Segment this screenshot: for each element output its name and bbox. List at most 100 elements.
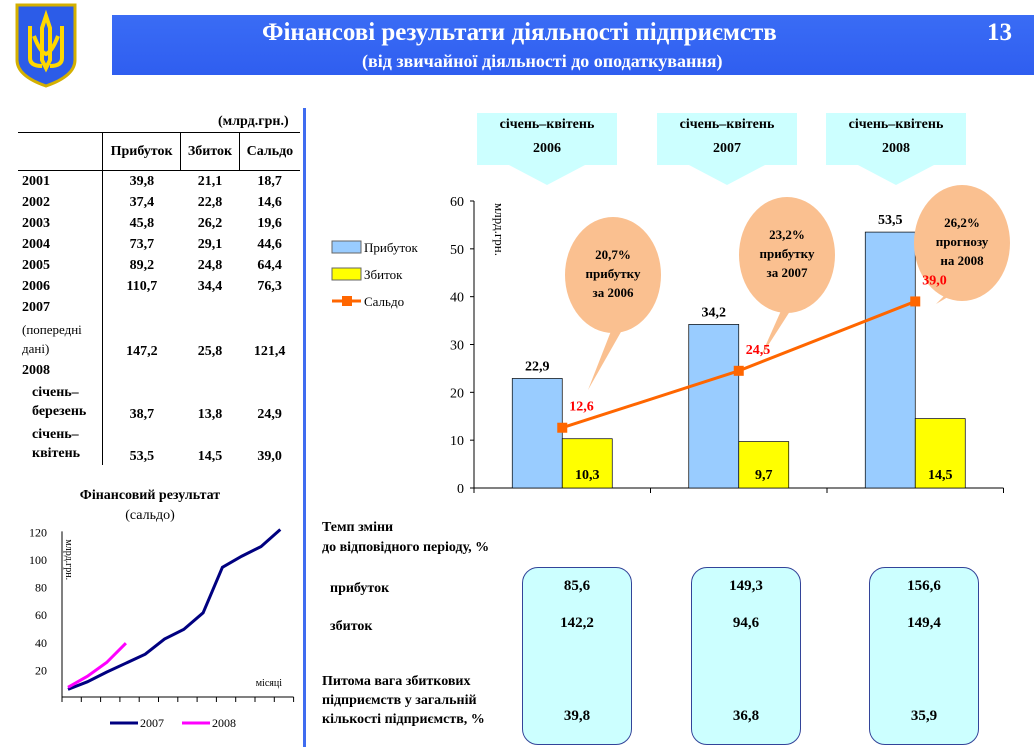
profit-bar-label: 53,5 — [878, 213, 903, 228]
y-tick-label: 50 — [450, 243, 464, 258]
rates-title: Темп зміни до відповідного періоду, % — [322, 518, 489, 558]
y-tick-label: 120 — [29, 525, 47, 539]
table-row: 2007 — [18, 297, 300, 318]
loss-bar — [738, 441, 790, 489]
period-label: січень–квітень — [679, 117, 775, 132]
rates-title-line1: Темп зміни — [322, 520, 394, 535]
rates-box-0: 85,6 142,2 39,8 — [522, 567, 632, 745]
callout-text: за 2006 — [593, 285, 634, 300]
vertical-divider — [303, 108, 306, 747]
callout-text: за 2007 — [767, 265, 808, 280]
loss-share: 36,8 — [732, 708, 760, 724]
main-bar-chart: 0 10 20 30 40 50 60 млрд.грн. 22,9 10,3 34,2 9,7 53,… — [331, 185, 1010, 497]
cell: 44,6 — [257, 236, 282, 252]
profit-rate: 149,3 — [729, 578, 763, 594]
financial-table: Прибуток Збиток Сальдо 2001 39,8 21,1 18,7 2… — [18, 132, 300, 465]
col-header: Прибуток — [102, 132, 182, 171]
cell: 29,1 — [197, 236, 223, 252]
cell: 121,4 — [253, 344, 286, 359]
line-2008 — [67, 642, 127, 689]
loss-bar — [561, 438, 613, 489]
header-banner: Фінансові результати діяльності підприєм… — [112, 15, 1034, 75]
y-tick-label: 40 — [450, 291, 464, 306]
loss-share: 35,9 — [910, 708, 938, 724]
down-arrow-icon — [509, 165, 585, 185]
legend-label: Прибуток — [364, 240, 418, 255]
y-tick-label: 0 — [457, 482, 464, 497]
small-chart-subtitle: (сальдо) — [125, 508, 175, 523]
saldo-marker — [557, 422, 568, 433]
period-year: 2008 — [882, 141, 910, 156]
row-label: січень– березень — [18, 381, 103, 423]
period-label: січень–квітень — [499, 117, 595, 132]
cell: 38,7 — [129, 407, 155, 422]
callout-text: на 2008 — [940, 253, 984, 268]
table-row: 2004 73,7 29,1 44,6 — [18, 234, 300, 255]
period-label: січень–квітень — [848, 117, 944, 132]
profit-bar — [688, 324, 740, 489]
rates-title-line2: до відповідного періоду, % — [322, 540, 490, 555]
y-axis-label: млрд.грн. — [63, 539, 74, 580]
row-label: (попередні дані) — [18, 318, 103, 360]
col-header: Сальдо — [246, 143, 294, 159]
legend-label: 2008 — [212, 716, 236, 730]
y-tick-label: 40 — [35, 636, 47, 650]
table-row: 2006 110,7 34,4 76,3 — [18, 276, 300, 297]
cell: 147,2 — [126, 344, 158, 359]
cell: 24,8 — [197, 257, 223, 273]
loss-rate: 142,2 — [560, 615, 594, 631]
profit-bar-label: 34,2 — [702, 305, 727, 320]
page-number: 13 — [987, 19, 1012, 46]
rates-box-2: 156,6 149,4 35,9 — [869, 567, 979, 745]
cell: 18,7 — [257, 173, 282, 189]
callout-bubble — [914, 185, 1010, 301]
profit-label: прибуток — [330, 581, 390, 596]
cell: 45,8 — [129, 215, 155, 231]
cell: 22,8 — [197, 194, 223, 210]
period-year: 2006 — [533, 141, 561, 156]
row-year: 2005 — [18, 255, 103, 276]
row-year: 2004 — [18, 234, 103, 255]
table-row: 2002 37,4 22,8 14,6 — [18, 192, 300, 213]
loss-rate: 149,4 — [907, 615, 941, 631]
cell: 21,1 — [197, 173, 223, 189]
loss-bar-label: 9,7 — [755, 468, 773, 483]
y-tick-label: 60 — [450, 195, 464, 210]
table-row: 2001 39,8 21,1 18,7 — [18, 170, 300, 192]
y-tick-label: 10 — [450, 434, 464, 449]
table-row: січень– квітень 53,5 14,5 39,0 — [18, 423, 300, 465]
down-arrow-icon — [689, 165, 765, 185]
profit-bar — [864, 231, 916, 489]
period-banner-0: січень–квітень 2006 — [477, 113, 617, 165]
cell: 37,4 — [129, 194, 155, 210]
row-year: 2008 — [18, 360, 103, 381]
legend-swatch — [331, 267, 362, 281]
saldo-label: 24,5 — [746, 343, 771, 358]
y-tick-label: 20 — [450, 386, 464, 401]
loss-bar-label: 10,3 — [575, 468, 600, 483]
row-label: січень– квітень — [18, 423, 103, 465]
table-row: 2008 — [18, 360, 300, 381]
loss-share: 39,8 — [563, 708, 591, 724]
row-year: 2001 — [18, 170, 103, 192]
saldo-marker — [910, 296, 921, 307]
down-arrow-icon — [858, 165, 934, 185]
page-title: Фінансові результати діяльності підприєм… — [262, 19, 777, 46]
share-label: Питома вага збиткових підприємств у загал… — [322, 672, 485, 729]
cell: 110,7 — [126, 278, 158, 294]
table-row: 2005 89,2 24,8 64,4 — [18, 255, 300, 276]
cell: 24,9 — [257, 407, 282, 422]
legend-swatch — [331, 240, 362, 254]
profit-bar-label: 22,9 — [525, 359, 550, 374]
callout-text: 23,2% — [769, 227, 805, 242]
period-banner-2: січень–квітень 2008 — [826, 113, 966, 165]
callout-text: прогнозу — [936, 234, 989, 249]
callout-text: 20,7% — [595, 247, 631, 262]
loss-rate: 94,6 — [732, 615, 760, 631]
cell: 39,8 — [129, 173, 155, 189]
share-line2: підприємств у загальній — [322, 693, 477, 708]
table-unit: (млрд.грн.) — [218, 114, 289, 129]
cell: 14,6 — [257, 194, 282, 210]
y-tick-label: 60 — [35, 608, 47, 622]
cell: 39,0 — [257, 449, 282, 464]
